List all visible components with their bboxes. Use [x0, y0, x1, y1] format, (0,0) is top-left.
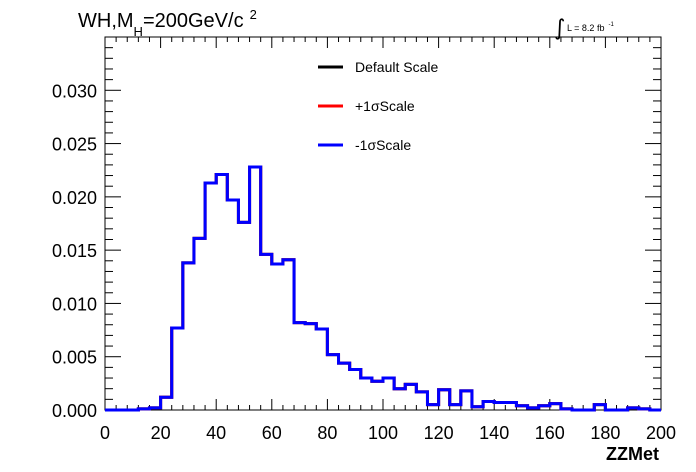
x-tick-label: 0 [100, 423, 110, 443]
legend-label-1: +1σScale [355, 98, 415, 114]
legend-label-0: Default Scale [355, 59, 438, 75]
x-tick-label: 60 [262, 423, 282, 443]
luminosity-text: L = 8.2 fb [567, 23, 604, 33]
y-tick-label: 0.010 [52, 294, 97, 314]
title-value: =200GeV/c [143, 10, 244, 32]
legend: Default Scale +1σScale -1σScale [318, 59, 438, 153]
x-tick-label: 80 [317, 423, 337, 443]
axis-ticks [104, 37, 662, 411]
x-tick-label: 20 [151, 423, 171, 443]
x-tick-label: 180 [590, 423, 620, 443]
x-tick-label: 140 [479, 423, 509, 443]
axis-tick-labels: 0 20 40 60 80 100 120 140 160 180 200 0.000 0.005 0.0… [52, 81, 676, 443]
integral-sign: ∫ [554, 16, 565, 41]
x-tick-label: 120 [424, 423, 454, 443]
title-subscript: H [134, 24, 143, 39]
y-tick-label: 0.015 [52, 241, 97, 261]
title-superscript: 2 [250, 7, 257, 22]
y-tick-label: 0.005 [52, 348, 97, 368]
series-line-2 [105, 165, 661, 412]
x-tick-label: 160 [535, 423, 565, 443]
legend-label-2: -1σScale [355, 137, 411, 153]
luminosity-label: L = 8.2 fb -1 [567, 22, 614, 33]
chart-title: WH,MH=200GeV/c 2 [78, 7, 257, 39]
title-prefix: WH,M [78, 10, 134, 32]
x-tick-label: 200 [646, 423, 676, 443]
y-tick-label: 0.025 [52, 135, 97, 155]
x-axis-label: ZZMet [606, 444, 659, 464]
y-tick-label: 0.030 [52, 81, 97, 101]
y-tick-label: 0.000 [52, 401, 97, 421]
y-tick-label: 0.020 [52, 188, 97, 208]
x-tick-label: 40 [206, 423, 226, 443]
x-tick-label: 100 [368, 423, 398, 443]
histogram-series [105, 165, 661, 412]
luminosity-superscript: -1 [608, 22, 614, 28]
